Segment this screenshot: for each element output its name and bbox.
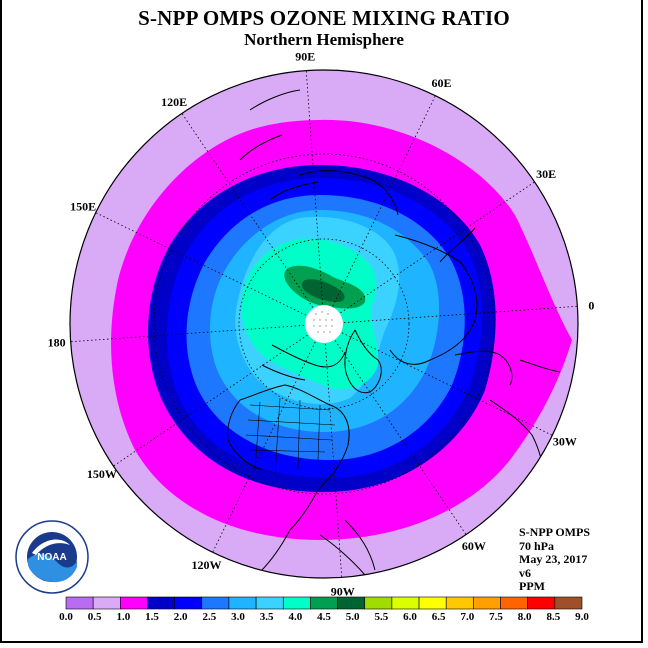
longitude-label: 60W xyxy=(462,539,486,553)
frame-right xyxy=(641,0,643,643)
colorbar-swatch xyxy=(120,596,148,610)
colorbar-swatch xyxy=(337,596,366,610)
colorbar-swatch xyxy=(310,596,338,610)
longitude-label: 120E xyxy=(161,95,187,109)
colorbar-swatch xyxy=(174,596,203,610)
frame-left xyxy=(0,0,2,643)
colorbar-tick: 5.0 xyxy=(346,611,360,623)
colorbar-swatch xyxy=(418,596,447,610)
colorbar-swatch xyxy=(473,596,501,610)
colorbar-swatch xyxy=(500,596,528,610)
info-instrument: S-NPP OMPS xyxy=(519,525,590,539)
info-level: 70 hPa xyxy=(519,538,555,553)
meridian-line xyxy=(324,343,343,578)
logo-wave xyxy=(28,553,77,583)
info-date: May 23, 2017 xyxy=(519,552,588,566)
colorbar-tick: 0.0 xyxy=(59,611,73,623)
map-border xyxy=(69,69,579,579)
colorbar-swatch xyxy=(92,596,121,610)
colorbar-swatch xyxy=(147,596,175,610)
colorbar-tick: 1.0 xyxy=(116,611,130,623)
coast-south-america xyxy=(319,519,376,576)
colorbar-swatch xyxy=(201,596,230,610)
coastlines xyxy=(227,89,561,576)
colorbar-tick: 2.5 xyxy=(202,611,216,623)
info-units: PPM xyxy=(519,579,545,593)
colorbar-swatch xyxy=(255,596,284,610)
colorbar-tick: 4.0 xyxy=(288,611,302,623)
graticule-circles xyxy=(153,153,495,495)
longitude-label: 90W xyxy=(331,584,355,598)
meridian-line xyxy=(305,70,324,305)
info-block: S-NPP OMPS 70 hPa May 23, 2017 v6 PPM xyxy=(519,525,590,594)
longitude-label: 0 xyxy=(588,298,594,312)
meridian-line xyxy=(340,181,535,314)
longitude-label: 150E xyxy=(70,200,96,214)
colorbar-swatch xyxy=(527,596,556,610)
meridian-line xyxy=(332,95,436,307)
longitude-labels: 90E 60E 30E 0 30W 60W 90W 120W 150W 180 150E 120E xyxy=(48,50,595,599)
longitude-label: 30E xyxy=(536,167,556,181)
colorbar-swatch xyxy=(364,596,393,610)
meridian-line xyxy=(343,305,578,324)
colorbar-swatch xyxy=(65,596,94,610)
frame-bottom xyxy=(0,641,643,643)
colorbar-swatch xyxy=(228,596,257,610)
longitude-label: 150W xyxy=(87,467,117,481)
longitude-label: 90E xyxy=(295,50,315,64)
noaa-logo: NOAA xyxy=(15,520,89,594)
colorbar-tick: 2.0 xyxy=(174,611,188,623)
colorbar-swatches xyxy=(65,596,583,610)
meridian-line xyxy=(113,334,308,467)
map-subtitle: Northern Hemisphere xyxy=(244,30,404,49)
polar-gap-dots xyxy=(313,311,333,333)
coast-asia-east xyxy=(239,89,319,201)
longitude-label: 120W xyxy=(192,558,222,572)
colorbar-swatch xyxy=(282,596,311,610)
longitude-label: 180 xyxy=(48,336,66,350)
logo-bird xyxy=(32,539,70,555)
polar-data-gap xyxy=(305,305,343,343)
coast-us-grid xyxy=(245,397,336,476)
coast-europe xyxy=(454,350,561,386)
meridian-line xyxy=(70,324,305,343)
colorbar-tick: 8.5 xyxy=(546,611,560,623)
colorbar-tick: 1.5 xyxy=(145,611,159,623)
colorbar-tick: 5.5 xyxy=(374,611,388,623)
longitude-label: 60E xyxy=(431,76,451,90)
colorbar-tick: 0.5 xyxy=(88,611,102,623)
colorbar-tick: 7.0 xyxy=(460,611,474,623)
meridian-line xyxy=(212,341,316,553)
longitude-label: 30W xyxy=(553,434,577,448)
colorbar-tick: 6.5 xyxy=(432,611,446,623)
colorbar-swatch xyxy=(391,596,420,610)
colorbar-tick-labels: 0.0 0.5 1.0 1.5 2.0 2.5 3.0 3.5 4.0 4.5 5.0 5.5 6.0 6… xyxy=(59,611,589,623)
colorbar-tick: 7.5 xyxy=(489,611,503,623)
colorbar-swatch xyxy=(554,596,583,610)
meridian-line xyxy=(334,340,467,535)
ozone-field xyxy=(70,70,578,578)
colorbar-tick: 4.5 xyxy=(317,611,331,623)
meridian-line xyxy=(95,212,307,316)
colorbar-tick: 3.5 xyxy=(260,611,274,623)
colorbar-swatch xyxy=(445,596,474,610)
coast-north-america xyxy=(227,384,350,573)
colorbar-tick: 6.0 xyxy=(403,611,417,623)
graticule-meridians xyxy=(70,70,578,578)
coast-greenland xyxy=(344,329,382,394)
coast-eurasia xyxy=(299,170,478,365)
meridian-line xyxy=(181,113,314,308)
info-version: v6 xyxy=(519,565,531,580)
colorbar-tick: 9.0 xyxy=(575,611,589,623)
logo-text: NOAA xyxy=(37,552,66,563)
colorbar-tick: 3.0 xyxy=(231,611,245,623)
map-title: S-NPP OMPS OZONE MIXING RATIO xyxy=(138,6,510,30)
colorbar-tick: 8.0 xyxy=(518,611,532,623)
meridian-line xyxy=(341,332,553,436)
band-5.0-5.5 xyxy=(301,279,345,303)
